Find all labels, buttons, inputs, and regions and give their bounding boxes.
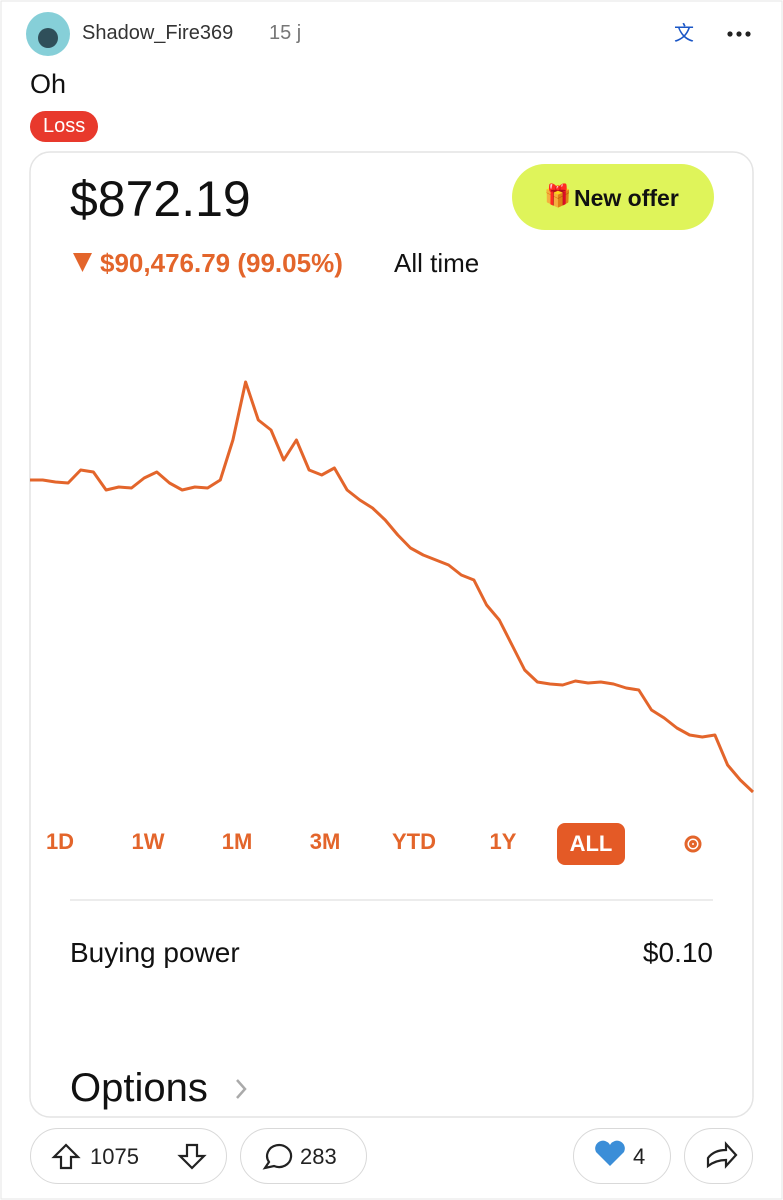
buying-power: $0.10	[642, 937, 713, 968]
more-icon[interactable]	[727, 31, 751, 37]
offer-label: New offer	[574, 185, 679, 211]
upvote-count: 1075	[90, 1144, 139, 1169]
share-button[interactable]	[684, 1128, 753, 1184]
offer-button[interactable]: 🎁 New offer	[512, 164, 714, 230]
comment-count: 283	[300, 1144, 337, 1169]
screenshot-card	[29, 151, 754, 1118]
settings-icon[interactable]	[684, 835, 702, 853]
range-tab[interactable]: YTD	[392, 829, 436, 854]
change: $90,476.79 (99.05%)	[100, 248, 343, 278]
chart	[30, 380, 755, 794]
options: Options	[70, 1066, 208, 1110]
avatar-face	[38, 28, 58, 48]
down-triangle	[73, 253, 92, 272]
post-age: 15 j	[269, 22, 302, 44]
chevron	[236, 1079, 247, 1099]
award-count: 4	[633, 1144, 646, 1169]
price-line	[30, 380, 755, 794]
translate-icon[interactable]: 文	[674, 22, 694, 45]
buying-power-label: Buying power	[70, 937, 240, 968]
award-button[interactable]	[573, 1128, 671, 1184]
flair[interactable]: Loss	[30, 111, 99, 142]
range-tab[interactable]: ALL	[557, 823, 625, 865]
post-title: Oh	[30, 69, 67, 99]
range-tab[interactable]: 1D	[45, 829, 75, 854]
author[interactable]: Shadow_Fire369	[82, 22, 234, 44]
vote-bar	[30, 1128, 227, 1184]
comment-button[interactable]	[240, 1128, 367, 1184]
range-tab[interactable]: 3M	[309, 829, 341, 854]
range-tab[interactable]: 1W	[131, 829, 165, 854]
range-tab[interactable]: 1Y	[489, 829, 517, 854]
period: All time	[394, 248, 480, 278]
range-tab[interactable]: 1M	[221, 829, 253, 854]
balance: $872.19	[70, 171, 251, 227]
